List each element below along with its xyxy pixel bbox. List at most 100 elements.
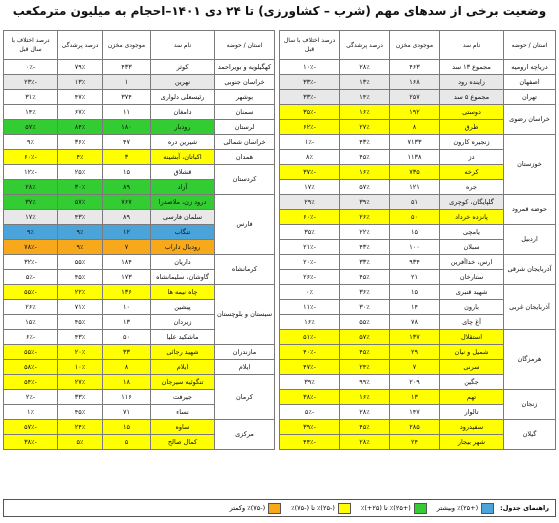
diff-cell: -۳۹٪ xyxy=(279,419,340,435)
volume-cell: ۵۰ xyxy=(102,329,151,345)
fill-cell: ۴۳٪ xyxy=(339,134,390,150)
dam-cell: قشلاق xyxy=(150,164,215,180)
dam-cell: سفیدرود xyxy=(439,419,504,435)
table-row: سمنان دامغان ۱۱ ۶۷٪ ۱۴٪ xyxy=(3,104,275,120)
table-row: تالوار ۱۴۷ ۲۸٪ -۵٪ xyxy=(279,404,556,420)
diff-cell: ۱۵٪ xyxy=(3,314,58,330)
diff-cell: -۵٪ xyxy=(279,404,340,420)
volume-cell: ۱۸ xyxy=(102,374,151,390)
fill-cell: ۴۵٪ xyxy=(339,269,390,285)
dam-cell: گاوشان، سلیمانشاه xyxy=(150,269,215,285)
volume-cell: ۲۹ xyxy=(389,344,440,360)
legend-item: (-۷۵)٪ وکمتر xyxy=(230,502,282,514)
volume-cell: ۱۳۷ xyxy=(389,329,440,345)
fill-cell: ۷۱٪ xyxy=(57,299,103,315)
fill-cell: ۵۷٪ xyxy=(339,329,390,345)
diff-cell: -۴۰٪ xyxy=(279,344,340,360)
fill-cell: ۱۴٪ xyxy=(339,89,390,105)
table-row: مرکزی ساوه ۱۵ ۲۴٪ -۵۷٪ xyxy=(3,419,275,450)
header-fill: درصد پرشدگی xyxy=(57,30,103,60)
table-row: مازندران شهید رجائی ۳۳ ۲۰٪ -۵۵٪ xyxy=(3,344,275,360)
province-cell: کرمان xyxy=(214,374,275,420)
dam-cell: جگین xyxy=(439,374,504,390)
table-row: کهگیلویه و بویراحمد کوثر ۴۳۳ ۷۹٪ -۰٪ xyxy=(3,59,275,75)
volume-cell: ۷۶۷ xyxy=(102,194,151,210)
province-cell: اردبیل xyxy=(503,224,556,255)
table-row: هرمزگان استقلال ۱۳۷ ۵۷٪ -۵۱٪ xyxy=(279,329,556,390)
dam-cell: استقلال xyxy=(439,329,504,345)
province-cell: کهگیلویه و بویراحمد xyxy=(214,59,275,75)
left-table-body: کهگیلویه و بویراحمد کوثر ۴۳۳ ۷۹٪ -۰٪ خراسان ج… xyxy=(3,59,275,450)
fill-cell: ۷۹٪ xyxy=(57,59,103,75)
table-row: کمال صالح ۵ ۵٪ -۳۸٪ xyxy=(3,434,275,450)
diff-cell: ۲۹٪ xyxy=(279,194,340,210)
diff-cell: ۳۵٪ xyxy=(279,224,340,240)
fill-cell: ۳۹٪ xyxy=(339,194,390,210)
fill-cell: ۱۶٪ xyxy=(339,104,390,120)
dam-cell: دامغان xyxy=(150,104,215,120)
diff-cell: ۱٪ xyxy=(3,404,58,420)
legend-title: راهنمای جدول: xyxy=(500,504,549,512)
volume-cell: ۵ xyxy=(102,434,151,450)
volume-cell: ۴۶۳ xyxy=(389,59,440,75)
table-row: خوزستان زنجیره کارون ۷۱۳۳ ۴۳٪ -۱٪ xyxy=(279,134,556,195)
volume-cell: ۲۱ xyxy=(389,269,440,285)
header-fill: درصد پرشدگی xyxy=(339,30,390,60)
dam-cell: تنگاب xyxy=(150,224,215,240)
table-row: بارون ۱۴ ۳۰٪ -۱۱٪ xyxy=(279,299,556,315)
province-cell: سمنان xyxy=(214,104,275,120)
volume-cell: ۱۳ xyxy=(102,314,151,330)
diff-cell: ۰٪ xyxy=(279,284,340,300)
dam-cell: ماشکید علیا xyxy=(150,329,215,345)
volume-cell: ۱۲ xyxy=(102,224,151,240)
diff-cell: ۳۹٪ xyxy=(279,374,340,390)
province-cell: زنجان xyxy=(503,389,556,420)
fill-cell: ۴۵٪ xyxy=(339,419,390,435)
table-row: اصفهان زاینده رود ۱۶۸ ۱۳٪ -۳۳٪ xyxy=(279,74,556,90)
dam-cell: رودبال داراب xyxy=(150,239,215,255)
fill-cell: ۵۷٪ xyxy=(57,194,103,210)
province-cell: تهران xyxy=(503,89,556,105)
legend-item: (+۲۵)٪ وبیشتر xyxy=(436,502,495,514)
table-row: جره ۱۲۱ ۵۷٪ ۱۷٪ xyxy=(279,179,556,195)
legend-swatch xyxy=(337,502,351,514)
table-row: پیشین ۱۰ ۷۱٪ ۲۶٪ xyxy=(3,299,275,315)
header-volume: موجودی مخزن xyxy=(389,30,440,60)
volume-cell: ۳۷۴ xyxy=(102,89,151,105)
fill-cell: ۲۴٪ xyxy=(339,359,390,375)
dam-cell: جیرفت xyxy=(150,389,215,405)
volume-cell: ۱ xyxy=(102,74,151,90)
dam-cell: رئیسعلی دلواری xyxy=(150,89,215,105)
dam-cell: چاه نیمه ها xyxy=(150,284,215,300)
fill-cell: ۱۰٪ xyxy=(57,359,103,375)
legend-swatch xyxy=(481,502,495,514)
dam-cell: تنگوئیه سیرجان xyxy=(150,374,215,390)
diff-cell: -۲۶٪ xyxy=(279,269,340,285)
fill-cell: ۵۵٪ xyxy=(57,254,103,270)
fill-cell: ۹٪ xyxy=(57,224,103,240)
province-cell: بوشهر xyxy=(214,89,275,105)
diff-cell: ۸٪ xyxy=(279,149,340,165)
province-cell: خراسان جنوبی xyxy=(214,74,275,90)
fill-cell: ۴۵٪ xyxy=(339,344,390,360)
header-dam: نام سد xyxy=(439,30,504,60)
dam-cell: کرخه xyxy=(439,164,504,180)
dam-cell: سلمان فارسی xyxy=(150,209,215,225)
dam-cell: ستارخان xyxy=(439,269,504,285)
diff-cell: -۵٪ xyxy=(3,269,58,285)
diff-cell: -۶۰٪ xyxy=(3,149,58,165)
table-row: ایلام ایلام ۸ ۱۰٪ -۵۸٪ xyxy=(3,359,275,375)
province-cell: فارس xyxy=(214,194,275,255)
dam-cell: شیرین دره xyxy=(150,134,215,150)
province-cell: کردستان xyxy=(214,164,275,195)
diff-cell: -۴۴٪ xyxy=(279,434,340,450)
legend-label: (+۲۵)٪ وبیشتر xyxy=(436,504,479,512)
dam-cell: تالوار xyxy=(439,404,504,420)
table-row: زنجان تهم ۱۳ ۱۶٪ -۳۸٪ xyxy=(279,389,556,420)
diff-cell: -۰٪ xyxy=(3,59,58,75)
diff-cell: -۳۸٪ xyxy=(279,389,340,405)
volume-cell: ۸ xyxy=(102,359,151,375)
volume-cell: ۱۱۳۸ xyxy=(389,149,440,165)
province-cell: دریاچه ارومیه xyxy=(503,59,556,75)
left-dam-table: استان / حوضه نام سد موجودی مخزن درصد پرش… xyxy=(3,30,275,450)
